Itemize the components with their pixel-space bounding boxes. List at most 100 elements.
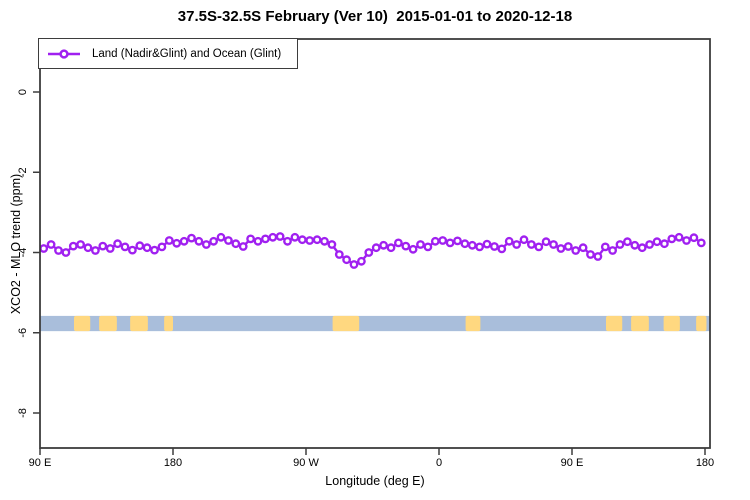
data-point-marker — [445, 238, 455, 248]
data-point-marker — [201, 240, 211, 249]
x-tick-label: 90 E — [561, 457, 584, 469]
x-tick-label: 90 W — [293, 457, 319, 469]
data-point-marker — [371, 243, 381, 253]
land-patch — [73, 315, 91, 332]
data-point-marker — [231, 239, 241, 249]
data-point-marker — [223, 236, 233, 245]
data-point-marker — [46, 240, 56, 249]
data-point-marker — [645, 240, 654, 249]
x-tick-label: 180 — [164, 457, 182, 469]
x-axis: 90 E 180 90 W 0 90 E 180 — [29, 448, 714, 469]
data-point-marker — [637, 243, 647, 253]
data-point-marker — [689, 233, 699, 243]
data-point-marker — [571, 246, 581, 255]
data-point-marker — [482, 239, 492, 249]
data-point-marker — [615, 240, 625, 249]
y-axis: 0 -2 -4 -6 -8 — [17, 89, 40, 418]
data-point-marker — [386, 243, 396, 253]
y-tick-label: 0 — [17, 89, 29, 95]
data-point-marker — [268, 232, 278, 242]
data-point-marker — [578, 243, 588, 253]
x-tick-label: 0 — [436, 457, 442, 469]
y-tick-label: -6 — [17, 328, 29, 338]
data-point-marker — [305, 236, 315, 245]
data-point-marker — [519, 235, 529, 245]
data-point-marker — [246, 234, 256, 244]
land-patch — [696, 315, 707, 332]
data-point-marker — [489, 242, 499, 251]
data-point-marker — [127, 245, 137, 255]
land-patch — [99, 315, 117, 332]
data-series — [40, 232, 706, 269]
data-point-marker — [68, 241, 78, 251]
data-point-marker — [416, 240, 425, 249]
land-patch — [164, 315, 173, 332]
data-point-marker — [172, 238, 182, 248]
plot-box — [39, 38, 711, 449]
data-point-marker — [541, 237, 551, 247]
y-tick-label: -2 — [17, 167, 29, 177]
data-point-marker — [209, 236, 219, 246]
data-point-marker — [342, 255, 351, 265]
land-patch — [631, 315, 649, 332]
data-point-marker — [150, 245, 159, 255]
data-point-marker — [216, 232, 226, 242]
data-point-marker — [475, 242, 484, 252]
data-point-marker — [600, 242, 610, 252]
land-ocean-map-band — [40, 315, 710, 332]
y-tick-label: -8 — [17, 408, 29, 418]
data-point-marker — [54, 246, 63, 255]
data-point-marker — [453, 236, 462, 246]
y-axis-title: XCO2 - MLO trend (ppm) — [9, 173, 23, 315]
ocean-strip — [40, 315, 710, 332]
y-tick-label: -4 — [17, 248, 29, 258]
data-point-marker — [682, 236, 691, 245]
data-point-marker — [98, 241, 108, 251]
data-point-marker — [460, 239, 470, 249]
data-point-marker — [608, 246, 617, 255]
data-point-marker — [401, 241, 411, 251]
x-axis-title: Longitude (deg E) — [325, 474, 425, 488]
data-point-marker — [76, 240, 86, 249]
data-point-marker — [497, 244, 507, 254]
data-point-marker — [652, 237, 662, 247]
legend: Land (Nadir&Glint) and Ocean (Glint) — [38, 38, 299, 69]
data-point-marker — [283, 236, 292, 246]
land-patch — [130, 315, 148, 332]
x-tick-label: 90 E — [29, 457, 52, 469]
data-point-marker — [393, 238, 403, 248]
data-point-marker — [586, 250, 595, 259]
land-patch — [465, 315, 481, 332]
data-point-marker — [275, 232, 285, 241]
data-point-marker — [253, 236, 263, 246]
data-point-marker — [187, 233, 196, 243]
data-point-marker — [504, 236, 514, 246]
data-point-marker — [40, 244, 49, 253]
data-point-marker — [556, 244, 566, 253]
data-point-marker — [674, 232, 684, 242]
data-point-marker — [320, 236, 329, 246]
data-point-marker — [238, 242, 248, 251]
data-point-marker — [194, 236, 204, 246]
data-point-marker — [364, 248, 374, 257]
x-tick-label: 180 — [696, 457, 714, 469]
data-point-marker — [467, 240, 477, 250]
legend-marker-icon — [48, 48, 80, 59]
data-point-marker — [120, 242, 130, 252]
data-point-marker — [142, 243, 152, 253]
data-point-marker — [379, 240, 388, 250]
data-point-marker — [312, 235, 322, 245]
data-point-marker — [534, 242, 544, 252]
data-point-marker — [527, 240, 536, 249]
data-point-marker — [113, 239, 123, 249]
data-point-marker — [630, 240, 640, 250]
data-point-marker — [512, 240, 521, 249]
data-point-marker — [327, 240, 337, 249]
data-point-marker — [408, 244, 418, 254]
land-patch — [663, 315, 680, 332]
data-point-marker — [667, 234, 677, 244]
data-point-marker — [334, 250, 344, 259]
data-point-marker — [135, 241, 145, 251]
data-point-marker — [297, 235, 307, 245]
data-point-marker — [83, 243, 93, 253]
